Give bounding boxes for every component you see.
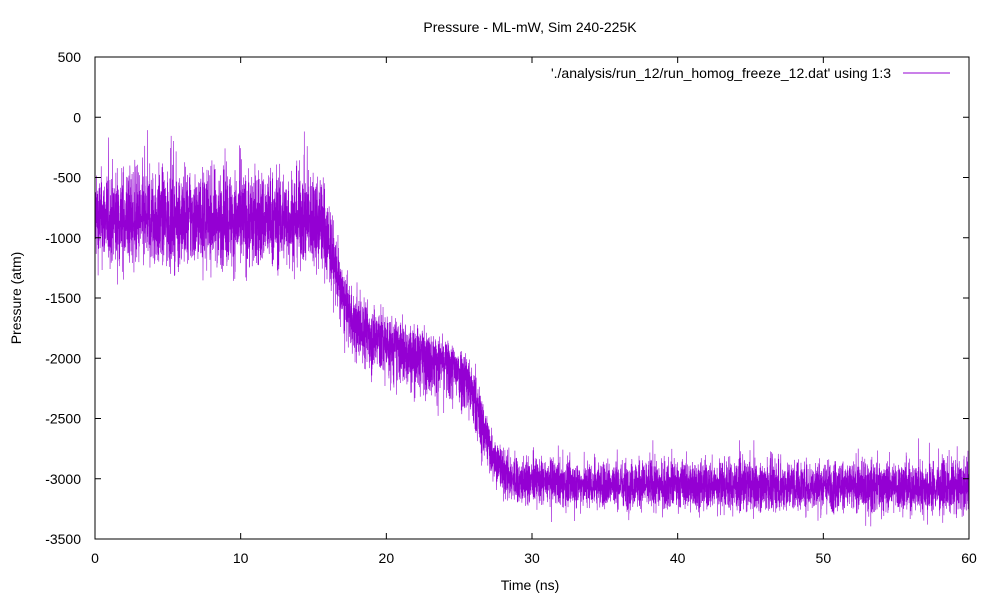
series-line: [94, 130, 970, 527]
y-tick-label: -500: [53, 170, 81, 186]
data-layer: [94, 130, 970, 527]
y-tick-label: 500: [58, 49, 82, 65]
x-tick-label: 50: [816, 550, 832, 566]
legend: './analysis/run_12/run_homog_freeze_12.d…: [551, 65, 950, 81]
chart-title: Pressure - ML-mW, Sim 240-225K: [423, 19, 637, 35]
x-tick-label: 10: [233, 550, 249, 566]
y-tick-label: -1500: [45, 290, 81, 306]
y-tick-label: -3000: [45, 471, 81, 487]
y-tick-label: -1000: [45, 230, 81, 246]
plot-border: [94, 56, 970, 540]
y-tick-label: 0: [73, 109, 81, 125]
y-tick-label: -3500: [45, 531, 81, 547]
y-tick-label: -2000: [45, 350, 81, 366]
x-tick-label: 30: [524, 550, 540, 566]
legend-label: './analysis/run_12/run_homog_freeze_12.d…: [551, 65, 891, 81]
x-tick-label: 40: [670, 550, 686, 566]
x-tick-label: 20: [379, 550, 395, 566]
axes-layer: 0 10 20 30 40 50 60 500 0 -500 -1000 -1500 -2000 -250…: [45, 49, 977, 566]
x-tick-label: 60: [961, 550, 977, 566]
y-tick-label: -2500: [45, 411, 81, 427]
y-axis-label: Pressure (atm): [8, 252, 24, 345]
x-tick-label: 0: [91, 550, 99, 566]
x-axis-label: Time (ns): [501, 577, 560, 593]
